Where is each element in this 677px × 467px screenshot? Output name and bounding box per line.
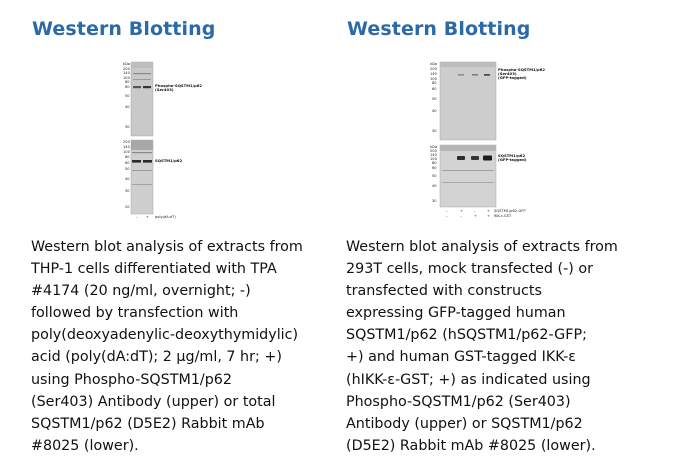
- figure-caption: Western blot analysis of extracts from 2…: [346, 239, 618, 454]
- lower-mw-markers: kDa 200 140 100 80 60 50 40 30: [430, 145, 438, 203]
- svg-text:40: 40: [432, 109, 437, 113]
- svg-text:kDa: kDa: [430, 145, 437, 149]
- upper-band-label-site: (Ser403): [498, 71, 517, 76]
- svg-text:kDa: kDa: [123, 62, 130, 66]
- svg-text:–: –: [460, 214, 462, 218]
- svg-text:100: 100: [123, 150, 131, 154]
- svg-text:100: 100: [430, 157, 438, 161]
- western-blot-image: kDa 200 140 100 80 60 50 40 30 Phospho-S…: [110, 60, 210, 220]
- western-blot-image: kDa 200 140 100 80 60 50 40 30 Phospho-S…: [416, 60, 556, 220]
- lane-label: poly(dA:dT): [155, 215, 176, 219]
- svg-text:30: 30: [125, 125, 130, 129]
- svg-text:20: 20: [125, 205, 130, 209]
- svg-text:40: 40: [432, 184, 437, 188]
- lower-blot: [130, 139, 154, 215]
- svg-text:60: 60: [432, 87, 437, 91]
- lower-mw-markers: 200 140 100 80 60 50 40 30 20: [123, 140, 131, 209]
- svg-text:80: 80: [432, 81, 437, 85]
- upper-band-label-site: (Ser403): [155, 87, 174, 92]
- upper-mw-markers: kDa 200 140 100 80 60 50 40 30: [123, 62, 131, 129]
- lower-band-label: SQSTM1/p62: [498, 153, 525, 158]
- svg-text:140: 140: [123, 71, 131, 75]
- svg-text:–: –: [446, 209, 448, 213]
- svg-text:30: 30: [432, 129, 437, 133]
- upper-blot: [439, 61, 497, 141]
- svg-text:60: 60: [125, 85, 130, 89]
- lower-band-label-tag: (GFP-tagged): [498, 157, 527, 162]
- svg-text:80: 80: [432, 161, 437, 165]
- svg-text:60: 60: [432, 166, 437, 170]
- svg-text:–: –: [446, 214, 448, 218]
- svg-text:200: 200: [123, 140, 131, 144]
- svg-text:80: 80: [125, 155, 130, 159]
- lane-sign-2: +: [146, 215, 149, 219]
- svg-text:+: +: [487, 214, 490, 218]
- svg-text:200: 200: [430, 67, 438, 71]
- svg-text:40: 40: [125, 105, 130, 109]
- svg-text:+: +: [487, 209, 490, 213]
- figure-caption: Western blot analysis of extracts from T…: [31, 239, 303, 454]
- svg-text:100: 100: [430, 77, 438, 81]
- svg-text:140: 140: [430, 72, 438, 76]
- svg-text:50: 50: [432, 97, 437, 101]
- svg-text:200: 200: [430, 149, 438, 153]
- section-heading: Western Blotting: [32, 18, 216, 40]
- svg-text:50: 50: [125, 167, 130, 171]
- svg-text:+: +: [474, 214, 477, 218]
- svg-text:60: 60: [125, 161, 130, 165]
- row2-label: IKK-ε-GST: [494, 214, 512, 218]
- svg-text:+: +: [460, 209, 463, 213]
- svg-text:50: 50: [432, 174, 437, 178]
- lower-blot: [439, 144, 497, 208]
- svg-text:50: 50: [125, 94, 130, 98]
- svg-text:30: 30: [125, 189, 130, 193]
- svg-text:100: 100: [123, 76, 131, 80]
- svg-text:200: 200: [123, 67, 131, 71]
- upper-band-label: Phospho-SQSTM1/p62: [155, 83, 202, 88]
- svg-text:140: 140: [123, 145, 131, 149]
- svg-text:–: –: [474, 209, 476, 213]
- row1-label: SQSTM1/p62-GFP: [494, 209, 526, 213]
- svg-text:kDa: kDa: [430, 62, 437, 66]
- svg-text:30: 30: [432, 199, 437, 203]
- upper-mw-markers: kDa 200 140 100 80 60 50 40 30: [430, 62, 438, 133]
- upper-band-label: Phospho-SQSTM1/p62: [498, 67, 545, 72]
- svg-text:140: 140: [430, 153, 438, 157]
- lower-band-label: SQSTM1/p62: [155, 158, 182, 163]
- svg-text:80: 80: [125, 80, 130, 84]
- section-heading: Western Blotting: [347, 18, 531, 40]
- svg-text:40: 40: [125, 177, 130, 181]
- upper-band-label-tag: (GFP-tagged): [498, 75, 527, 80]
- lane-sign-1: –: [136, 215, 138, 219]
